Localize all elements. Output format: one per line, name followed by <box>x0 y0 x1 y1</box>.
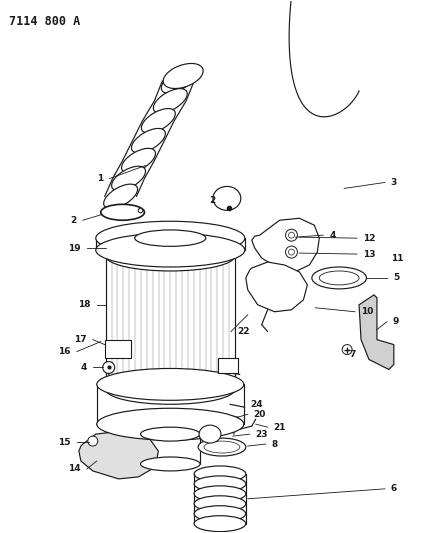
Text: 14: 14 <box>68 464 81 473</box>
Text: 1: 1 <box>98 174 104 183</box>
Ellipse shape <box>97 368 244 400</box>
Ellipse shape <box>96 233 245 267</box>
Ellipse shape <box>204 441 240 453</box>
Ellipse shape <box>106 375 235 404</box>
Ellipse shape <box>194 506 246 522</box>
Ellipse shape <box>97 408 244 440</box>
Ellipse shape <box>194 496 246 512</box>
Ellipse shape <box>213 187 241 211</box>
Ellipse shape <box>131 128 165 153</box>
Text: 22: 22 <box>237 327 250 336</box>
Bar <box>218 358 238 374</box>
Ellipse shape <box>194 486 246 502</box>
Ellipse shape <box>140 457 200 471</box>
Ellipse shape <box>135 230 206 246</box>
Polygon shape <box>79 431 158 479</box>
Text: 15: 15 <box>59 438 71 447</box>
Text: 3: 3 <box>391 178 397 187</box>
Text: 16: 16 <box>59 347 71 356</box>
Ellipse shape <box>194 476 246 492</box>
Polygon shape <box>359 295 394 369</box>
Polygon shape <box>252 218 319 272</box>
Text: 11: 11 <box>391 254 403 263</box>
Circle shape <box>342 345 352 354</box>
Ellipse shape <box>312 267 366 289</box>
Ellipse shape <box>141 109 175 133</box>
Text: 7: 7 <box>349 350 356 359</box>
Ellipse shape <box>163 63 203 88</box>
Ellipse shape <box>96 221 245 255</box>
Text: 17: 17 <box>74 335 87 344</box>
Text: 6: 6 <box>391 484 397 494</box>
Text: 20: 20 <box>254 410 266 419</box>
Text: 24: 24 <box>250 400 262 409</box>
Circle shape <box>88 436 98 446</box>
Ellipse shape <box>194 516 246 531</box>
Ellipse shape <box>199 425 221 443</box>
Text: 4: 4 <box>80 363 87 372</box>
Text: 2: 2 <box>210 196 216 205</box>
Text: 18: 18 <box>78 300 91 309</box>
Text: 5: 5 <box>393 273 399 282</box>
Ellipse shape <box>198 438 246 456</box>
Text: 12: 12 <box>363 233 375 243</box>
Ellipse shape <box>122 148 155 173</box>
Text: 13: 13 <box>363 249 375 259</box>
Text: 9: 9 <box>393 317 399 326</box>
Ellipse shape <box>101 204 145 220</box>
Ellipse shape <box>140 427 200 441</box>
Text: 23: 23 <box>256 430 268 439</box>
Text: 19: 19 <box>68 244 81 253</box>
Text: 10: 10 <box>361 307 373 316</box>
Ellipse shape <box>319 271 359 285</box>
Text: 4: 4 <box>329 231 336 240</box>
Polygon shape <box>246 262 307 312</box>
Circle shape <box>103 361 115 374</box>
Text: 8: 8 <box>272 440 278 449</box>
Ellipse shape <box>112 166 146 191</box>
Text: 7114 800 A: 7114 800 A <box>9 15 80 28</box>
Ellipse shape <box>153 88 187 113</box>
Bar <box>105 340 131 358</box>
Ellipse shape <box>106 241 235 271</box>
Ellipse shape <box>104 184 137 208</box>
Text: 2: 2 <box>71 216 77 225</box>
Text: 21: 21 <box>273 423 286 432</box>
